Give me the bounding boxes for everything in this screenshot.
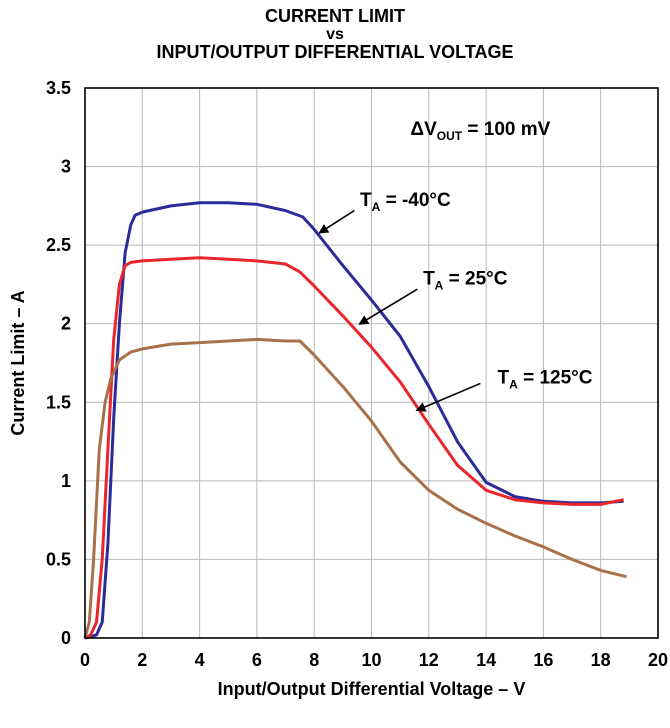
x-tick-label: 4 [195, 650, 205, 670]
series-label-main: T [360, 190, 372, 211]
condition-prefix: ΔV [410, 119, 437, 140]
y-tick-label: 0.5 [46, 549, 71, 569]
x-axis-label: Input/Output Differential Voltage – V [218, 679, 526, 699]
y-tick-labels: 0 0.5 1 1.5 2 2.5 3 3.5 [46, 78, 71, 648]
series-label-subscript: A [509, 377, 518, 391]
series-label-rest: = 125°C [518, 367, 593, 388]
series-label: TA = 125°C [498, 367, 593, 391]
x-tick-label: 8 [309, 650, 319, 670]
chart-title-line-3: INPUT/OUTPUT DIFFERENTIAL VOLTAGE [156, 42, 514, 62]
y-tick-label: 3 [61, 157, 71, 177]
y-tick-label: 1 [61, 471, 71, 491]
annotation-arrow [358, 288, 418, 325]
x-tick-label: 0 [80, 650, 90, 670]
series-line-0 [84, 201, 624, 640]
x-tick-label: 16 [533, 650, 553, 670]
series-line-1 [84, 256, 624, 640]
y-tick-label: 0 [61, 628, 71, 648]
condition-label: ΔVOUT = 100 mV [410, 119, 550, 143]
condition-subscript: OUT [437, 129, 463, 143]
x-tick-label: 12 [419, 650, 439, 670]
series-line-2 [83, 337, 627, 639]
condition-suffix: = 100 mV [462, 119, 551, 140]
y-tick-label: 2 [61, 314, 71, 334]
series-label: TA = -40°C [360, 190, 451, 214]
y-tick-label: 1.5 [46, 392, 71, 412]
y-axis-label: Current Limit – A [8, 290, 28, 435]
y-tick-label: 3.5 [46, 78, 71, 98]
series-label-subscript: A [435, 278, 444, 292]
x-tick-label: 6 [252, 650, 262, 670]
chart-title-line-1: CURRENT LIMIT [265, 6, 405, 26]
series-label-subscript: A [372, 200, 381, 214]
series-lines [83, 201, 627, 640]
x-tick-labels: 0 2 4 6 8 10 12 14 16 18 20 [80, 650, 668, 670]
x-tick-label: 18 [591, 650, 611, 670]
series-label-rest: = 25°C [443, 268, 507, 289]
plot-frame [84, 87, 659, 639]
x-tick-label: 20 [648, 650, 668, 670]
series-label-rest: = -40°C [380, 190, 451, 211]
annotation-arrow [415, 382, 481, 412]
chart-title-line-2: vs [326, 26, 344, 43]
grid-lines [85, 88, 658, 638]
annotations: TA = -40°CTA = 25°CTA = 125°C [318, 190, 593, 412]
series-label: TA = 25°C [423, 268, 508, 292]
series-label-main: T [423, 268, 435, 289]
series-label-main: T [498, 367, 510, 388]
annotation-arrow [318, 209, 355, 234]
y-tick-label: 2.5 [46, 235, 71, 255]
x-tick-label: 14 [476, 650, 496, 670]
x-tick-label: 10 [361, 650, 381, 670]
x-tick-label: 2 [137, 650, 147, 670]
